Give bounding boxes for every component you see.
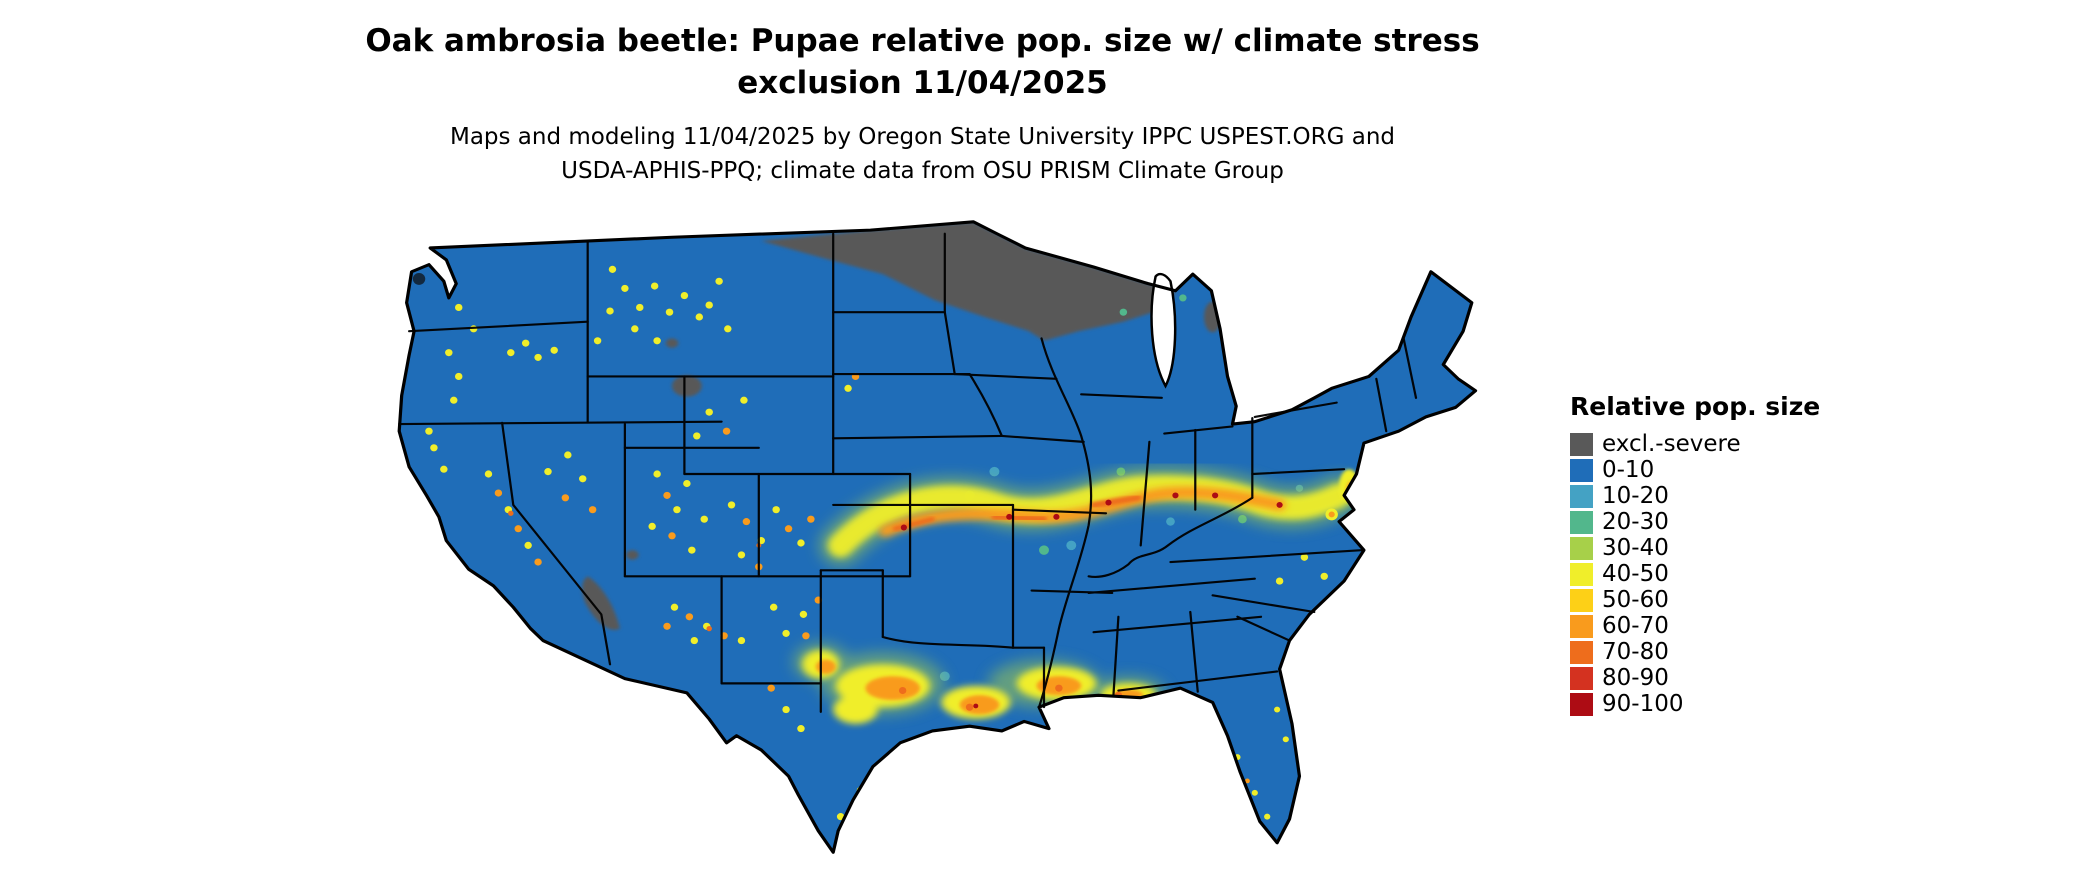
legend-label: excl.-severe <box>1602 431 1741 457</box>
legend-label: 0-10 <box>1602 457 1655 483</box>
legend-swatch <box>1570 666 1593 690</box>
legend-swatch <box>1570 692 1593 716</box>
subtitle-line-1: Maps and modeling 11/04/2025 by Oregon S… <box>449 124 1396 150</box>
title-line-2: exclusion 11/04/2025 <box>737 65 1108 101</box>
hotspot-speckles-yellow <box>425 265 1328 821</box>
legend-swatch <box>1570 432 1593 456</box>
legend-label: 40-50 <box>1602 561 1669 587</box>
state-borders <box>398 232 1418 714</box>
legend-swatch <box>1570 562 1593 586</box>
us-outline-stroke <box>397 220 1478 854</box>
central-band-peaks <box>900 492 1283 531</box>
legend-swatch <box>1570 640 1593 664</box>
page-subtitle: Maps and modeling 11/04/2025 by Oregon S… <box>0 120 1845 188</box>
legend-swatch <box>1570 588 1593 612</box>
legend-item-70-80: 70-80 <box>1570 639 1890 665</box>
legend-label: 60-70 <box>1602 613 1669 639</box>
legend-label: 70-80 <box>1602 639 1669 665</box>
us-map-figure <box>300 198 1540 888</box>
subtitle-line-2: USDA-APHIS-PPQ; climate data from OSU PR… <box>561 158 1284 184</box>
olympic-dark-spot <box>412 272 426 285</box>
legend-item-50-60: 50-60 <box>1570 587 1890 613</box>
legend: Relative pop. size excl.-severe 0-10 10-… <box>1570 392 1890 717</box>
legend-swatch <box>1570 536 1593 560</box>
legend-item-0-10: 0-10 <box>1570 457 1890 483</box>
legend-swatch <box>1570 614 1593 638</box>
legend-label: 10-20 <box>1602 483 1669 509</box>
legend-label: 30-40 <box>1602 535 1669 561</box>
title-line-1: Oak ambrosia beetle: Pupae relative pop.… <box>365 23 1480 59</box>
page-title: Oak ambrosia beetle: Pupae relative pop.… <box>0 20 1845 104</box>
legend-title: Relative pop. size <box>1570 392 1821 421</box>
legend-item-10-20: 10-20 <box>1570 483 1890 509</box>
legend-label: 20-30 <box>1602 509 1669 535</box>
hotspot-speckles-orange <box>494 372 1250 839</box>
us-outline-fill <box>399 221 1476 853</box>
legend-item-excl-severe: excl.-severe <box>1570 431 1890 457</box>
legend-item-90-100: 90-100 <box>1570 691 1890 717</box>
legend-swatch <box>1570 458 1593 482</box>
legend-label: 90-100 <box>1602 691 1684 717</box>
legend-swatch <box>1570 510 1593 534</box>
hotspot-speckles-red <box>508 510 762 632</box>
legend-label: 80-90 <box>1602 665 1669 691</box>
lake-michigan <box>1150 272 1177 389</box>
legend-item-60-70: 60-70 <box>1570 613 1890 639</box>
us-map <box>397 220 1478 854</box>
legend-label: 50-60 <box>1602 587 1669 613</box>
central-hot-band <box>819 466 1361 566</box>
legend-item-20-30: 20-30 <box>1570 509 1890 535</box>
legend-item-80-90: 80-90 <box>1570 665 1890 691</box>
legend-item-30-40: 30-40 <box>1570 535 1890 561</box>
exclusion-region <box>582 221 1222 630</box>
legend-item-40-50: 40-50 <box>1570 561 1890 587</box>
legend-swatch <box>1570 484 1593 508</box>
